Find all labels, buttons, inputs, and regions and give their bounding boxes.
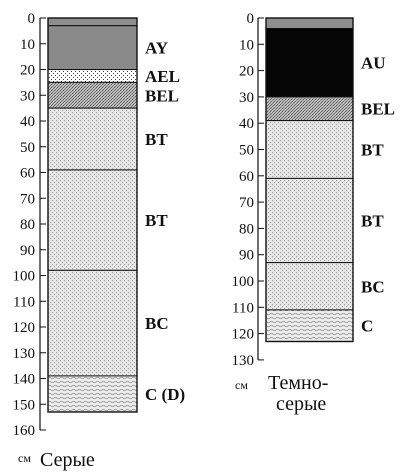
caption-line: Темно- [268,372,328,394]
horizon-labels-dark-gray: AU BEL BT BT BC C [361,54,395,336]
horizon-label: BEL [361,100,395,119]
depth-tick-label: 80 [239,221,254,237]
horizon-layer [265,309,354,342]
horizon-label: C [361,317,373,336]
horizon-label: AU [361,54,386,73]
depth-tick-label: 30 [239,90,254,106]
depth-tick-label: 110 [232,300,254,316]
horizon-layer [47,269,138,377]
depth-tick-label: 120 [232,327,255,343]
horizon-layer [47,81,138,109]
profile-dark-gray: 0 10 20 30 40 50 60 70 80 90 100 110 120 130 AU BEL BT B… [232,11,396,415]
horizon-label: BEL [145,86,179,105]
depth-tick-label: 110 [13,294,35,310]
horizon-layer [265,120,354,179]
horizon-label: AEL [145,67,180,86]
caption-line: серые [276,393,326,415]
depth-tick-label: 60 [239,169,254,185]
depth-unit-gray: см [18,451,31,465]
horizon-layer [47,169,138,271]
depth-tick-label: 20 [239,64,254,80]
depth-tick-label: 30 [20,88,35,104]
horizon-layer [47,25,138,71]
depth-tick-label: 160 [13,423,36,439]
depth-tick-label: 100 [232,274,255,290]
depth-tick-label: 50 [20,140,35,156]
profile-column-border [47,17,138,413]
depth-tick-label: 120 [13,320,36,336]
horizon-layer [265,17,354,30]
horizon-layer [47,375,138,413]
profile-gray: 0 10 20 30 40 50 60 70 80 90 100 110 120 130 140 150 160… [13,11,186,471]
depth-axis-dark-gray: 0 10 20 30 40 50 60 70 80 90 100 110 120 130 [232,11,264,369]
depth-tick-label: 90 [239,248,254,264]
horizon-label: BT [145,130,168,149]
horizon-column-gray [47,17,138,413]
depth-tick-label: 50 [239,143,254,159]
horizon-label: AY [145,39,168,58]
depth-tick-label: 0 [28,11,36,27]
horizon-label: BC [361,277,385,296]
depth-tick-label: 40 [239,116,254,132]
horizon-layer [47,17,138,27]
horizon-label: BT [145,211,168,230]
horizon-layer [265,28,354,98]
depth-tick-label: 90 [20,243,35,259]
depth-tick-label: 0 [247,11,255,27]
horizon-label: BT [361,141,384,160]
depth-tick-label: 60 [20,166,35,182]
horizon-column-dark-gray [265,17,354,343]
depth-axis-gray: 0 10 20 30 40 50 60 70 80 90 100 110 120 130 140 150 160 [13,11,46,439]
depth-tick-label: 70 [20,191,35,207]
profile-caption-gray: Серые [40,449,95,471]
depth-tick-label: 20 [20,63,35,79]
depth-tick-label: 10 [239,37,254,53]
horizon-layer [47,107,138,171]
depth-tick-label: 130 [13,346,36,362]
profile-caption-dark-gray: Темно- серые [268,372,333,415]
horizon-label: BT [361,212,384,231]
depth-tick-label: 40 [20,114,35,130]
horizon-label: BC [145,314,169,333]
horizon-layer [265,262,354,311]
horizon-layer [265,177,354,264]
depth-tick-label: 140 [13,372,36,388]
horizon-layer [265,96,354,122]
depth-unit-dark-gray: см [235,378,248,392]
depth-tick-label: 10 [20,37,35,53]
horizon-layer [47,69,138,83]
profile-column-border [265,17,354,343]
horizon-label: C (D) [145,385,185,404]
caption-line: Серые [40,449,95,471]
depth-tick-label: 150 [13,397,36,413]
depth-tick-label: 130 [232,353,255,369]
depth-tick-label: 100 [13,269,36,285]
depth-tick-label: 70 [239,195,254,211]
depth-tick-label: 80 [20,217,35,233]
